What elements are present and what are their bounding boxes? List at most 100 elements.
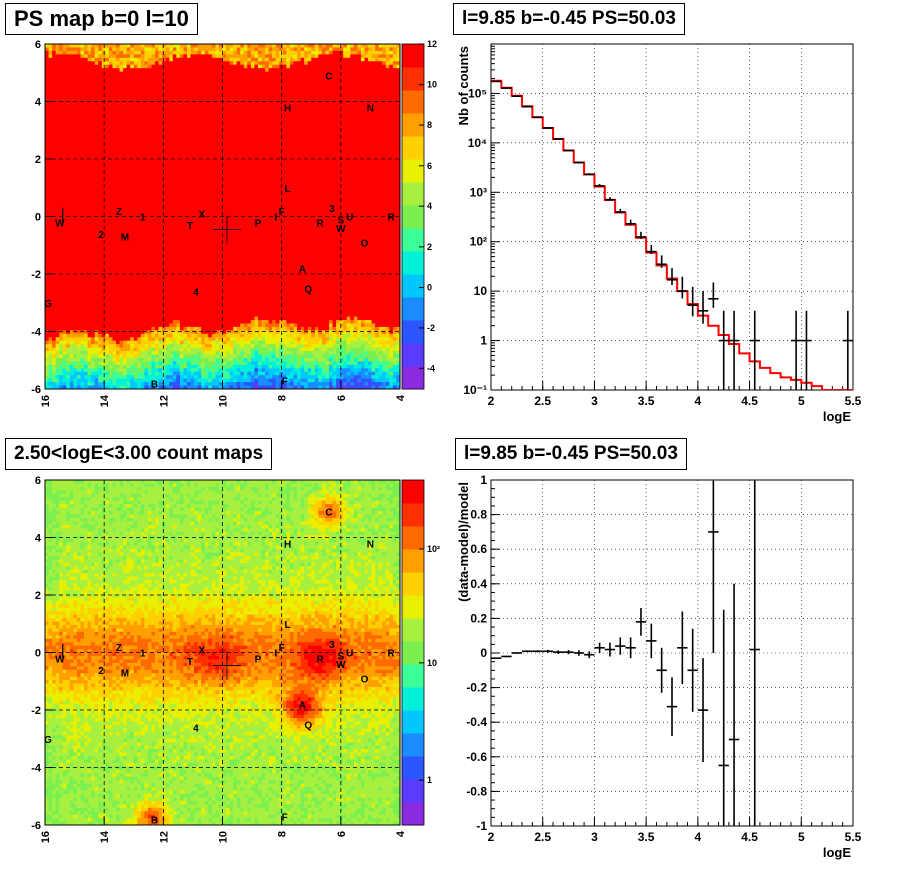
ps-map-cell <box>211 288 216 293</box>
ps-map-cell <box>84 85 89 90</box>
ps-map-cell <box>52 150 57 155</box>
ps-map-cell <box>119 375 124 380</box>
ps-map-cell <box>48 351 53 356</box>
ps-map-cell <box>194 144 199 149</box>
ps-map-cell <box>62 292 67 297</box>
ps-map-cell <box>162 337 167 342</box>
ps-map-cell <box>119 233 124 238</box>
ps-map-cell <box>179 126 185 131</box>
ps-map-cell <box>123 71 128 76</box>
ps-map-cell <box>87 175 92 180</box>
ps-map-cell <box>55 64 60 69</box>
ps-map-cell <box>165 226 170 231</box>
ps-map-cell <box>162 371 167 376</box>
ps-map-cell <box>172 364 177 369</box>
ps-map-cell <box>187 88 192 93</box>
ps-map-cell <box>144 175 149 180</box>
ps-map-cell <box>98 285 103 290</box>
ps-map-cell <box>91 254 96 259</box>
ps-map-cell <box>69 164 74 169</box>
ps-map-cell <box>66 130 71 135</box>
ps-map-cell <box>62 175 67 180</box>
ps-map-cell <box>133 271 138 276</box>
ps-map-cell <box>137 150 142 155</box>
ps-map-cell <box>98 133 103 138</box>
ps-map-cell <box>45 54 50 59</box>
ps-map-cell <box>94 175 99 180</box>
ps-map-cell <box>87 285 92 290</box>
ps-map-cell <box>133 316 138 321</box>
ps-map-cell <box>87 264 92 269</box>
ps-map-cell <box>112 144 117 149</box>
ps-map-cell <box>119 368 124 373</box>
ps-map-cell <box>126 144 131 149</box>
ps-map-cell <box>144 254 149 259</box>
ps-map-cell <box>158 140 163 145</box>
ps-map-cell <box>123 57 128 62</box>
ps-map-cell <box>133 320 138 325</box>
ps-map-cell <box>59 237 64 242</box>
ps-map-cell <box>87 119 92 124</box>
ps-map-cell <box>108 168 114 173</box>
ps-map-cell <box>55 344 60 349</box>
ps-map-cell <box>108 161 114 166</box>
ps-map-cell <box>130 68 135 73</box>
ps-map-cell <box>94 161 99 166</box>
ps-map-cell <box>123 299 128 304</box>
ps-map-cell <box>190 71 195 76</box>
ps-map-cell <box>187 185 192 190</box>
ps-map-cell <box>48 357 53 362</box>
ps-map-cell <box>215 157 220 162</box>
ps-map-cell <box>147 137 153 142</box>
ps-map-cell <box>158 299 163 304</box>
ps-map-cell <box>55 113 60 118</box>
ps-map-cell <box>211 50 216 55</box>
ps-map-cell <box>176 106 181 111</box>
ps-map-cell <box>112 354 117 359</box>
ps-map-cell <box>52 306 57 311</box>
ps-map-cell <box>133 333 138 338</box>
ps-map-cell <box>126 199 131 204</box>
ps-map-cell <box>94 192 99 197</box>
ps-map-cell <box>155 185 160 190</box>
ps-map-cell <box>55 50 60 55</box>
ps-map-cell <box>194 361 199 366</box>
ps-map-cell <box>108 237 114 242</box>
ps-map-cell <box>176 95 181 100</box>
ps-map-cell <box>66 288 71 293</box>
ps-map-cell <box>45 385 50 389</box>
ps-map-cell <box>130 50 135 55</box>
ps-map-cell <box>55 271 60 276</box>
ps-map-cell <box>176 216 181 221</box>
ps-map-cell <box>211 351 216 356</box>
ps-map-cell <box>183 292 188 297</box>
ps-map-cell <box>140 271 145 276</box>
ps-map-cell <box>55 295 60 300</box>
ps-map-cell <box>133 137 138 142</box>
ps-map-cell <box>179 75 185 80</box>
ps-map-cell <box>80 261 85 266</box>
ps-map-cell <box>119 313 124 318</box>
ps-map-cell <box>126 278 131 283</box>
ps-map-cell <box>66 144 71 149</box>
ps-map-cell <box>98 147 103 152</box>
ps-map-cell <box>169 185 174 190</box>
ps-map-cell <box>69 247 74 252</box>
ps-map-cell <box>169 361 174 366</box>
ps-map-cell <box>55 116 60 121</box>
ps-map-cell <box>140 316 145 321</box>
ps-map-cell <box>80 192 85 197</box>
ps-map-cell <box>119 264 124 269</box>
ps-map-cell <box>147 261 153 266</box>
ps-map-cell <box>98 351 103 356</box>
ps-map-cell <box>112 333 117 338</box>
ps-map-cell <box>69 150 74 155</box>
ps-map-cell <box>137 119 142 124</box>
ps-map-cell <box>130 192 135 197</box>
ps-map-cell <box>187 288 192 293</box>
ps-map-cell <box>211 364 216 369</box>
ps-map-cell <box>144 382 149 387</box>
ps-map-cell <box>87 171 92 176</box>
ps-map-cell <box>158 254 163 259</box>
ps-map-cell <box>169 113 174 118</box>
